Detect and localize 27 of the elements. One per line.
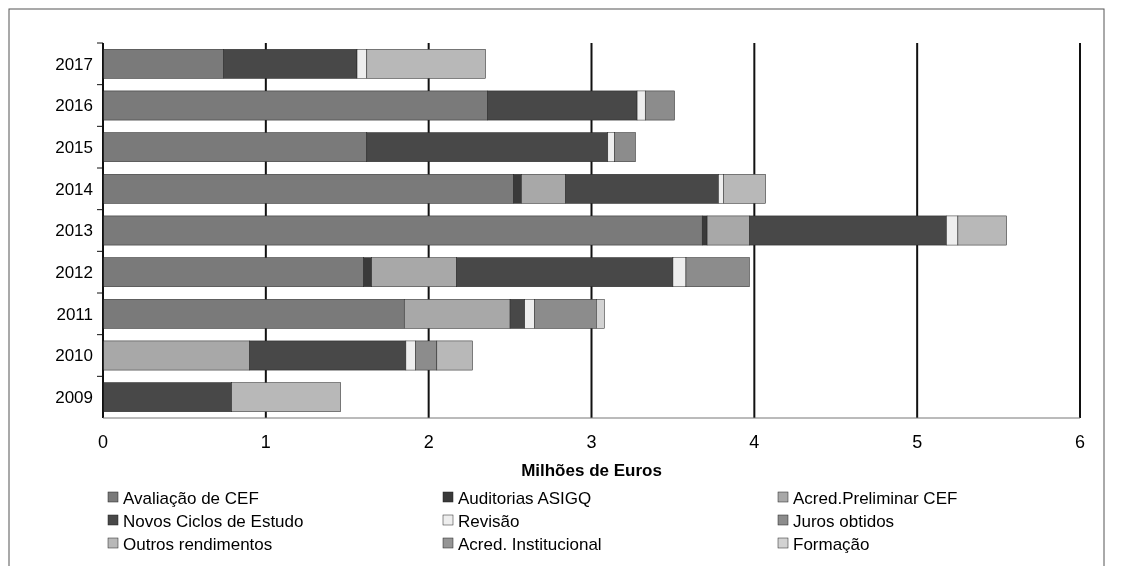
x-tick-label: 6 bbox=[1074, 432, 1086, 452]
x-tick-label: 4 bbox=[749, 432, 760, 452]
legend-label: Revisão bbox=[458, 511, 520, 531]
bar bbox=[102, 215, 703, 246]
legend-label: Juros obtidos bbox=[793, 511, 895, 531]
y-tick-label: 2010 bbox=[55, 346, 93, 366]
y-tick-label: 2012 bbox=[55, 263, 93, 283]
legend-label: Outros rendimentos bbox=[123, 534, 273, 554]
x-tick-label: 0 bbox=[97, 432, 109, 452]
y-tick-label: 2016 bbox=[55, 96, 93, 116]
y-tick-label: 2015 bbox=[55, 138, 93, 158]
legend-label: Novos Ciclos de Estudo bbox=[123, 511, 304, 531]
y-tick-label: 2013 bbox=[55, 221, 93, 241]
legend-label: Formação bbox=[793, 534, 870, 554]
legend-label: Auditorias ASIGQ bbox=[458, 488, 592, 508]
legend-label: Avaliação de CEF bbox=[123, 488, 259, 508]
x-axis-title: Milhões de Euros bbox=[521, 461, 662, 480]
y-tick-label: 2009 bbox=[55, 388, 93, 408]
x-tick-label: 2 bbox=[423, 432, 434, 452]
x-tick-label: 1 bbox=[260, 432, 271, 452]
y-tick-label: 2017 bbox=[55, 54, 93, 74]
x-tick-label: 5 bbox=[912, 432, 923, 452]
y-tick-label: 2014 bbox=[55, 179, 93, 199]
x-tick-label: 3 bbox=[586, 432, 597, 452]
legend-label: Acred.Preliminar CEF bbox=[793, 488, 958, 508]
y-tick-label: 2011 bbox=[56, 304, 93, 324]
legend-label: Acred. Institucional bbox=[458, 534, 602, 554]
